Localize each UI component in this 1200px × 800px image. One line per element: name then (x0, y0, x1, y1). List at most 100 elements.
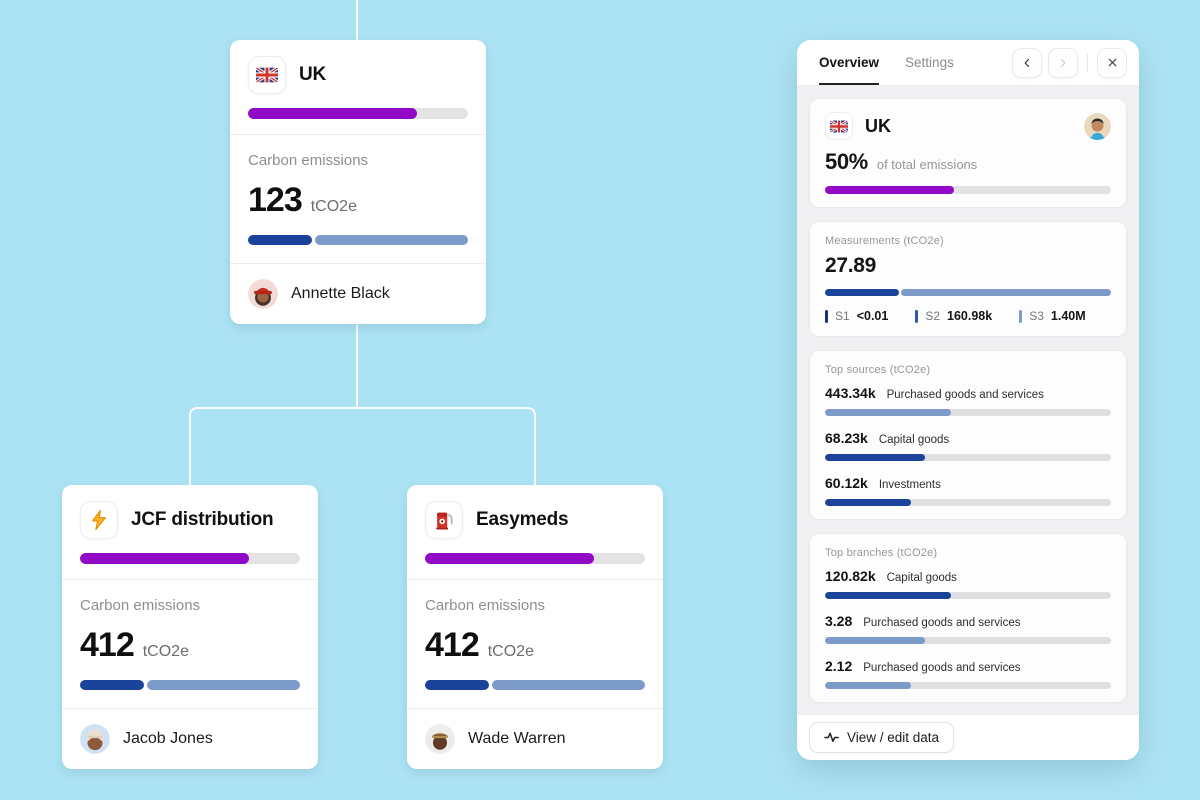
branch-label: Purchased goods and services (863, 662, 1021, 674)
branch-value: 3.28 (825, 613, 853, 629)
source-bar-fill (825, 454, 926, 461)
uk-flag-icon (825, 112, 853, 140)
blue-progress-light-segment (491, 680, 645, 690)
next-button[interactable] (1048, 47, 1078, 78)
measurements-bar-light-segment (901, 289, 1111, 296)
scope-label: S1 (835, 309, 850, 323)
summary-title: UK (865, 115, 891, 136)
source-bar-track (825, 499, 1111, 506)
tree-node-jcf-distribution[interactable]: JCF distribution Carbon emissions 412 tC… (62, 485, 318, 769)
scope-label: S2 (925, 309, 941, 323)
wade-warren-avatar (425, 724, 455, 754)
node-header: Easymeds (407, 485, 663, 579)
annette-black-avatar (248, 279, 278, 309)
branch-bar-fill (825, 592, 951, 599)
scope-tick (1019, 309, 1023, 323)
source-value: 60.12k (825, 475, 868, 491)
panel-tabs: Overview Settings (819, 40, 954, 85)
source-item: 60.12k Investments (825, 475, 1111, 506)
tree-node-easymeds[interactable]: Easymeds Carbon emissions 412 tCO2e (407, 485, 663, 769)
branch-item: 120.82k Capital goods (825, 568, 1111, 599)
blue-progress-light-segment (146, 680, 300, 690)
node-emissions-section: Carbon emissions 123 tCO2e (230, 134, 486, 263)
close-button[interactable] (1097, 47, 1127, 78)
branch-label: Capital goods (886, 572, 957, 584)
tree-node-uk[interactable]: UK Carbon emissions 123 tCO2e (230, 40, 486, 324)
node-header: JCF distribution (62, 485, 318, 579)
emissions-unit: tCO2e (310, 198, 357, 215)
scope-value: 1.40M (1050, 309, 1086, 323)
source-value: 443.34k (825, 385, 876, 401)
measurements-value: 27.89 (825, 254, 877, 277)
panel-content: UK 50% of total emissions (797, 86, 1139, 714)
scope-value: <0.01 (856, 309, 889, 323)
source-label: Purchased goods and services (886, 389, 1044, 401)
tab-settings[interactable]: Settings (905, 55, 954, 70)
purple-progress-track (248, 108, 468, 119)
blue-progress-dark-segment (425, 680, 489, 690)
blue-progress-bar (80, 680, 300, 690)
detail-panel: Overview Settings (797, 40, 1139, 760)
uk-flag-icon (248, 56, 286, 94)
branch-value: 120.82k (825, 568, 876, 584)
panel-footer: View / edit data (797, 714, 1139, 760)
activity-pulse-icon (824, 732, 839, 742)
purple-progress-fill (425, 553, 595, 564)
branch-item: 3.28 Purchased goods and services (825, 613, 1111, 644)
emissions-label: Carbon emissions (248, 152, 369, 169)
emissions-unit: tCO2e (142, 643, 189, 660)
top-branches-card: Top branches (tCO2e) 120.82k Capital goo… (809, 533, 1127, 703)
owner-name: Annette Black (291, 285, 390, 302)
chevron-left-icon (1024, 58, 1030, 67)
tab-overview[interactable]: Overview (819, 40, 880, 85)
jacob-jones-avatar (80, 724, 110, 754)
branch-bar-track (825, 637, 1111, 644)
scope-s1: S1 <0.01 (825, 309, 888, 323)
lightning-bolt-icon (80, 501, 118, 539)
node-title: JCF distribution (131, 509, 274, 530)
summary-percent-suffix: of total emissions (876, 157, 978, 172)
branch-value: 2.12 (825, 658, 853, 674)
purple-progress-track (425, 553, 645, 564)
owner-name: Wade Warren (468, 730, 566, 747)
blue-progress-bar (248, 235, 468, 245)
source-label: Capital goods (878, 434, 950, 446)
branch-label: Purchased goods and services (863, 617, 1021, 629)
emissions-label: Carbon emissions (80, 597, 201, 614)
prev-button[interactable] (1012, 47, 1042, 78)
scope-tick (825, 309, 828, 323)
source-bar-track (825, 454, 1111, 461)
view-edit-data-label: View / edit data (847, 730, 940, 745)
scope-breakdown: S1 <0.01 S2 160.98k S3 1.40M (825, 309, 1111, 323)
scope-tick (915, 309, 919, 323)
purple-progress-fill (248, 108, 418, 119)
node-header: UK (230, 40, 486, 134)
view-edit-data-button[interactable]: View / edit data (809, 722, 955, 753)
fuel-pump-icon (425, 501, 463, 539)
measurements-bar (825, 289, 1111, 296)
node-owner-row: Wade Warren (407, 708, 663, 769)
source-bar-fill (825, 409, 951, 416)
summary-card: UK 50% of total emissions (809, 98, 1127, 208)
branch-bar-fill (825, 637, 926, 644)
blue-progress-dark-segment (80, 680, 144, 690)
owner-name: Jacob Jones (123, 730, 213, 747)
nav-divider (1087, 53, 1088, 72)
node-emissions-section: Carbon emissions 412 tCO2e (62, 579, 318, 708)
branch-item: 2.12 Purchased goods and services (825, 658, 1111, 689)
blue-progress-bar (425, 680, 645, 690)
node-title: Easymeds (476, 509, 569, 530)
source-bar-track (825, 409, 1111, 416)
source-item: 443.34k Purchased goods and services (825, 385, 1111, 416)
branch-bar-fill (825, 682, 911, 689)
scope-s2: S2 160.98k (915, 309, 992, 323)
close-icon (1108, 58, 1116, 67)
scope-s3: S3 1.40M (1019, 309, 1086, 323)
summary-percent: 50% (825, 149, 868, 174)
chevron-right-icon (1060, 58, 1066, 67)
source-bar-fill (825, 499, 911, 506)
node-owner-row: Annette Black (230, 263, 486, 324)
scope-value: 160.98k (947, 309, 993, 323)
summary-owner-avatar (1084, 112, 1111, 140)
